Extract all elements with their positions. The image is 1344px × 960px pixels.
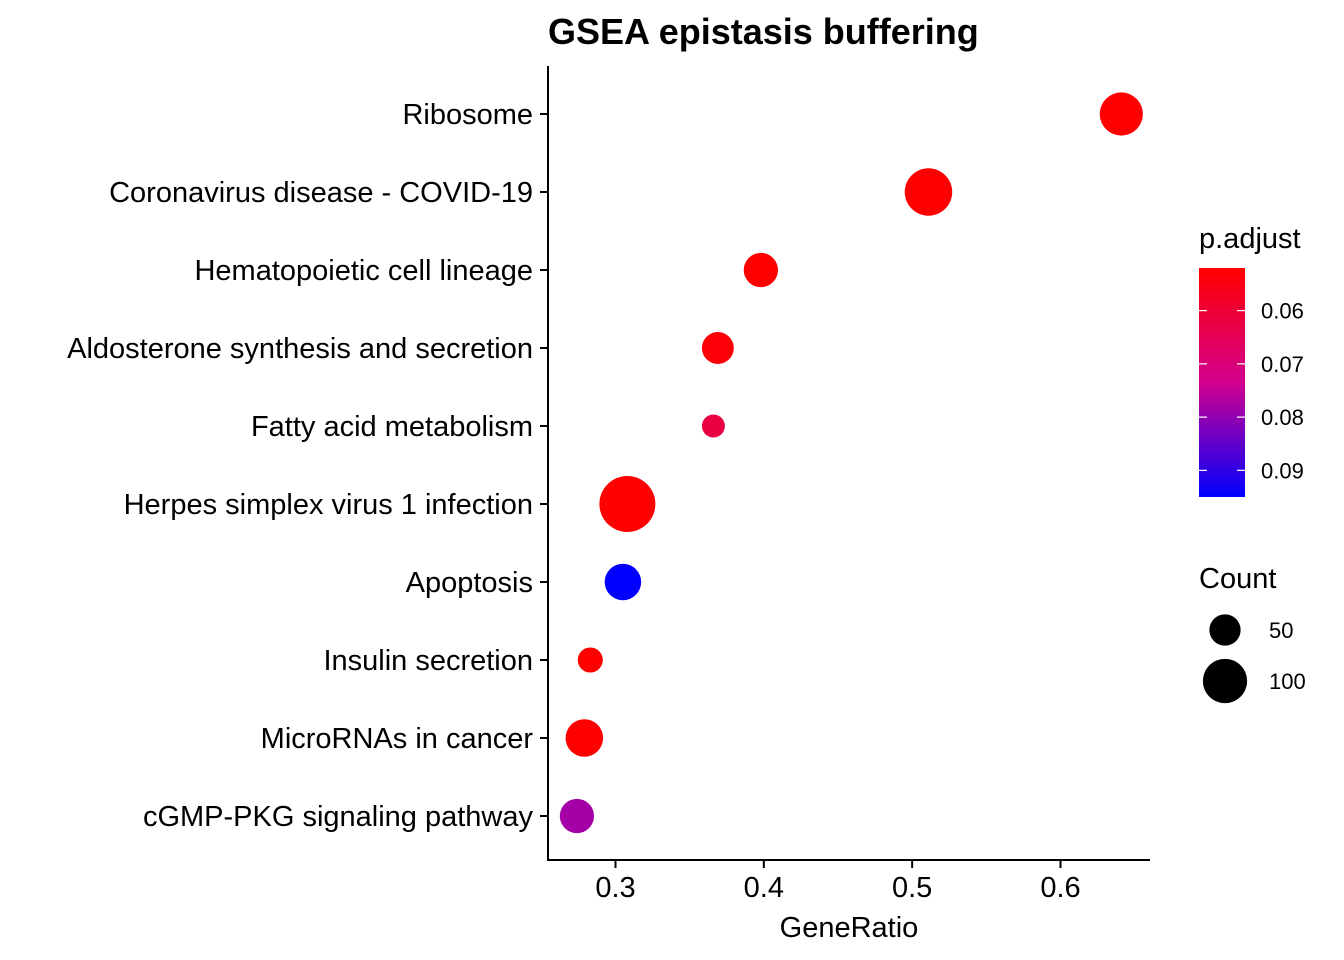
y-tick-label: Insulin secretion <box>323 645 533 677</box>
color-legend-label: 0.06 <box>1261 299 1304 324</box>
x-tick-label: 0.4 <box>744 872 784 904</box>
color-legend: p.adjust 0.06 0.07 0.08 0.09 <box>1199 223 1304 497</box>
y-tick-label: Aldosterone synthesis and secretion <box>67 333 533 365</box>
color-legend-bar <box>1199 268 1245 497</box>
y-tick-label: Hematopoietic cell lineage <box>194 255 533 287</box>
size-legend-key <box>1209 614 1241 646</box>
data-point <box>701 414 725 438</box>
y-tick-label: Apoptosis <box>406 567 533 599</box>
y-tick-label: Ribosome <box>402 99 533 131</box>
y-tick-label: Fatty acid metabolism <box>251 411 533 443</box>
color-legend-label: 0.09 <box>1261 458 1304 483</box>
y-tick-label: cGMP-PKG signaling pathway <box>143 801 534 833</box>
x-tick-label: 0.3 <box>595 872 635 904</box>
data-point <box>559 798 595 834</box>
data-point <box>577 647 603 673</box>
y-tick-label: MicroRNAs in cancer <box>261 723 534 755</box>
x-tick-label: 0.5 <box>892 872 932 904</box>
color-legend-label: 0.07 <box>1261 352 1304 377</box>
color-legend-label: 0.08 <box>1261 405 1304 430</box>
size-legend: Count 50 100 <box>1199 563 1306 704</box>
x-tick-label: 0.6 <box>1040 872 1080 904</box>
data-point <box>1099 92 1143 136</box>
size-legend-title: Count <box>1199 563 1276 595</box>
data-point <box>599 476 656 532</box>
chart-title: GSEA epistasis buffering <box>548 11 979 52</box>
size-legend-label: 100 <box>1269 669 1306 694</box>
y-tick-label: Herpes simplex virus 1 infection <box>124 489 533 521</box>
data-point <box>701 332 734 364</box>
plot-panel <box>559 92 1143 834</box>
data-point <box>565 719 604 757</box>
data-point <box>604 563 642 601</box>
x-axis-title: GeneRatio <box>780 912 919 944</box>
data-point <box>743 252 779 288</box>
size-legend-key <box>1202 658 1248 704</box>
data-point <box>904 168 953 216</box>
color-legend-title: p.adjust <box>1199 223 1301 255</box>
size-legend-label: 50 <box>1269 618 1293 643</box>
y-tick-label: Coronavirus disease - COVID-19 <box>109 177 533 209</box>
